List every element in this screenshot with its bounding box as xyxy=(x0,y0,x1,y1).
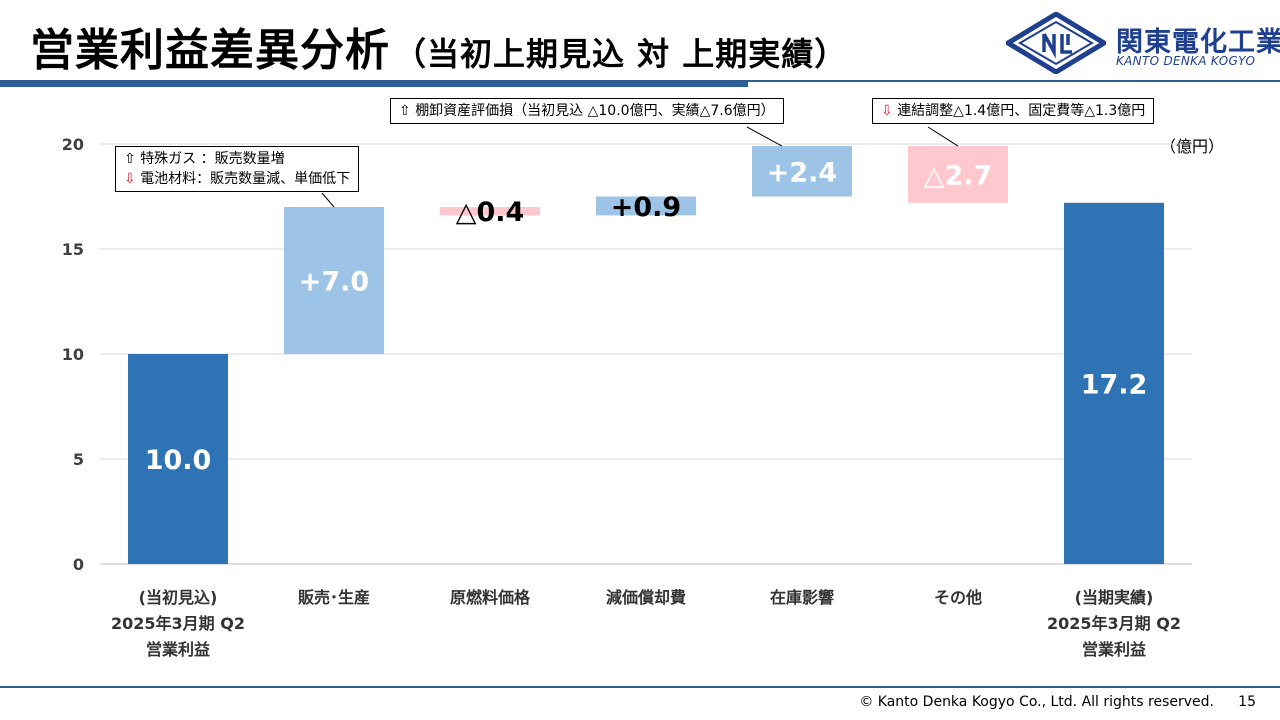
callout-sales: ⇧ 特殊ガス ：販売数量増 ⇩ 電池材料：販売数量減、単価低下 xyxy=(115,146,360,192)
x-tick-label-line: 営業利益 xyxy=(145,640,210,659)
x-tick-label: 減価償却費 xyxy=(556,585,736,611)
bar-value-label: +0.9 xyxy=(611,192,681,223)
y-tick-label: 20 xyxy=(62,135,84,154)
x-tick-label-line: (当期実績) xyxy=(1074,588,1154,607)
bar-total xyxy=(128,354,228,564)
bar-increase xyxy=(752,146,852,197)
page-title: 営業利益差異分析 （当初上期見込 対 上期実績） xyxy=(30,14,847,78)
x-tick-label-line: その他 xyxy=(933,588,982,607)
page-number: 15 xyxy=(1238,694,1256,710)
y-tick-label: 0 xyxy=(73,555,84,574)
y-tick-label: 10 xyxy=(62,345,84,364)
kanto-denka-logo-icon xyxy=(1006,12,1106,74)
bar-decrease xyxy=(908,146,1008,203)
callout-inventory: ⇧ 棚卸資産評価損（当初見込 △10.0億円、実績△7.6億円） xyxy=(390,98,784,124)
title-main: 営業利益差異分析 xyxy=(30,25,390,76)
x-tick-label: (当初見込) 2025年3月期 Q2 営業利益 xyxy=(88,585,268,663)
logo-name-en: KANTO DENKA KOGYO xyxy=(1116,54,1256,68)
bar-value-label: △2.7 xyxy=(924,160,993,191)
x-tick-label: 販売･生産 xyxy=(244,585,424,611)
x-tick-label: 在庫影響 xyxy=(712,585,892,611)
y-tick-label: 15 xyxy=(62,240,84,259)
x-tick-label: その他 xyxy=(868,585,1048,611)
bar-value-label: △0.4 xyxy=(456,197,525,228)
bar-value-label: +2.4 xyxy=(767,157,837,188)
down-arrow-icon: ⇩ xyxy=(124,171,136,187)
logo-name-jp: 関東電化工業 xyxy=(1116,27,1280,58)
bar-increase xyxy=(284,207,384,354)
x-tick-label-line: 2025年3月期 Q2 xyxy=(111,614,245,633)
footer-rule xyxy=(0,686,1280,688)
callout-sales-line1: ⇧ 特殊ガス ：販売数量増 xyxy=(124,151,285,167)
x-tick-label-line: 減価償却費 xyxy=(605,588,686,607)
down-arrow-icon: ⇩ xyxy=(881,103,893,119)
x-tick-label: (当期実績) 2025年3月期 Q2 営業利益 xyxy=(1024,585,1204,663)
callout-pointer xyxy=(321,192,335,208)
up-arrow-icon: ⇧ xyxy=(124,151,136,167)
header-accent-rule xyxy=(0,80,748,87)
x-tick-label-line: 2025年3月期 Q2 xyxy=(1047,614,1181,633)
x-tick-label-line: 在庫影響 xyxy=(769,588,834,607)
x-tick-label-line: 営業利益 xyxy=(1081,640,1146,659)
unit-label: （億円） xyxy=(1160,137,1225,156)
x-tick-label: 原燃料価格 xyxy=(400,585,580,611)
callout-other: ⇩ 連結調整△1.4億円、固定費等△1.3億円 xyxy=(872,98,1155,124)
callout-sales-line2: ⇩ 電池材料：販売数量減、単価低下 xyxy=(124,171,351,187)
callout-pointer xyxy=(746,126,783,147)
title-subtitle: （当初上期見込 対 上期実績） xyxy=(394,35,848,73)
bar-value-label: 17.2 xyxy=(1081,369,1148,400)
bar-value-label: 10.0 xyxy=(145,445,212,476)
callout-pointer xyxy=(927,126,959,147)
x-tick-label-line: 原燃料価格 xyxy=(449,588,530,607)
bar-increase xyxy=(596,196,696,216)
up-arrow-icon: ⇧ xyxy=(399,103,411,119)
bar-value-label: +7.0 xyxy=(299,267,369,298)
bar-total xyxy=(1064,202,1164,565)
y-tick-label: 5 xyxy=(73,450,84,469)
bar-decrease xyxy=(440,207,540,216)
x-tick-label-line: 販売･生産 xyxy=(297,588,370,607)
copyright: © Kanto Denka Kogyo Co., Ltd. All rights… xyxy=(859,694,1214,710)
x-tick-label-line: (当初見込) xyxy=(138,588,218,607)
